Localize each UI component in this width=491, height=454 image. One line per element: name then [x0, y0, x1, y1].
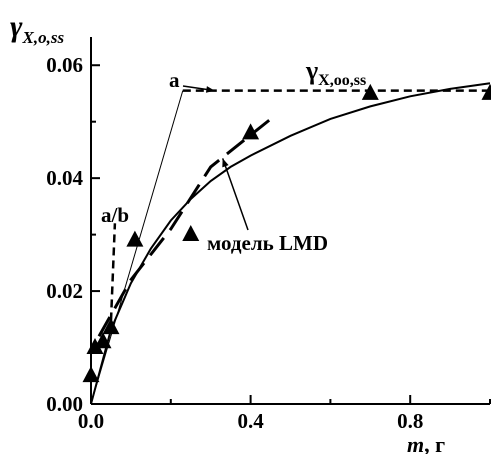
annotation-a: a — [169, 68, 180, 92]
x-tick-label: 0.4 — [237, 409, 264, 433]
x-axis-label: m, г — [407, 432, 445, 454]
data-point-triangle — [182, 225, 199, 241]
y-tick-label: 0.00 — [46, 392, 83, 416]
y-axis-label-subscript: X,o,ss — [21, 28, 64, 47]
annotation-gamma-plateau: γX,oo,ss — [305, 56, 366, 89]
series-initial-slope — [111, 223, 115, 320]
data-point-triangle — [482, 84, 491, 100]
annotation-model-lmd: модель LMD — [207, 231, 328, 255]
annotation-model-arrow-head — [222, 158, 228, 167]
x-tick-label: 0.8 — [397, 409, 423, 433]
annotation-model-arrow — [223, 158, 248, 230]
y-axis-label: γX,o,ss — [10, 10, 64, 47]
y-tick-label: 0.04 — [46, 166, 83, 190]
x-axis-label-unit: , г — [424, 432, 445, 454]
y-tick-label: 0.02 — [46, 279, 83, 303]
data-point-triangle — [83, 366, 100, 382]
series-tangent-line — [91, 91, 183, 404]
annotation-a-over-b: a/b — [101, 203, 129, 227]
y-tick-label: 0.06 — [46, 53, 83, 77]
annotation-gamma-plateau-subscript: X,oo,ss — [318, 72, 366, 89]
